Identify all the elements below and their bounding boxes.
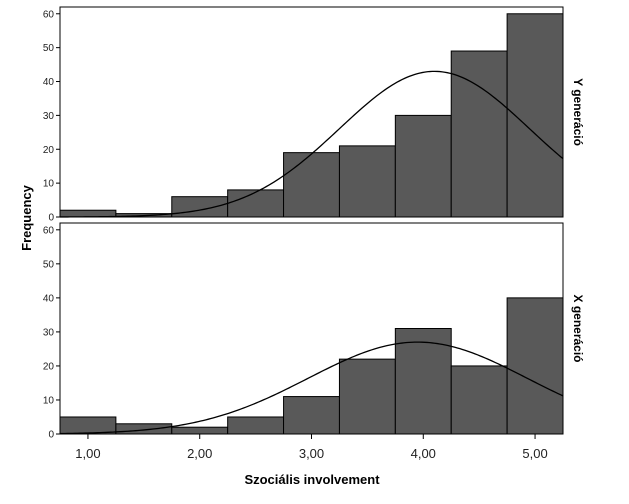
y-tick-label: 50 [43,43,55,54]
panels-layer: 0 10 20 30 40 50 60 Y generáció 0 10 20 30 40 50 60 X g… [43,6,585,441]
y-tick-label: 50 [43,259,55,270]
panel-1: 0 10 20 30 40 50 60 Y generáció [43,6,585,224]
y-tick-label: 10 [43,395,55,406]
x-tick-label: 5,00 [522,446,547,461]
y-tick-label: 40 [43,293,55,304]
y-tick-label: 0 [48,213,54,224]
histogram-bar [115,423,173,435]
histogram-bar [283,152,340,218]
y-axis-title: Frequency [19,184,34,251]
normal-curve [59,341,564,435]
x-axis-title: Szociális involvement [244,472,380,487]
x-tick-label: 1,00 [75,446,100,461]
panel-label: X generáció [571,294,585,362]
histogram-bar [59,416,117,435]
y-tick-label: 40 [43,77,55,88]
y-tick-label: 60 [43,9,55,20]
histogram-bar [506,297,564,435]
normal-curve [59,70,564,218]
histogram-bar [171,196,229,218]
histogram-bar [450,50,508,218]
histogram-bar [338,145,396,218]
x-tick-label: 3,00 [299,446,324,461]
y-tick-label: 30 [43,327,55,338]
x-tick-label: 4,00 [411,446,436,461]
y-tick-label: 0 [48,430,54,441]
x-axis: 1,00 2,00 3,00 4,00 5,00 [75,434,548,461]
histogram-bar [171,426,229,435]
histogram-bar [450,365,508,435]
y-tick-label: 20 [43,361,55,372]
plot-frame [59,6,564,218]
y-tick-label: 60 [43,225,55,236]
histogram-bar [506,13,564,218]
y-tick-label: 10 [43,179,55,190]
histogram-bar [227,189,285,218]
histogram-bar [338,358,396,435]
histogram-bar [394,114,452,218]
histogram-bar [394,328,452,435]
y-tick-label: 30 [43,111,55,122]
y-tick-label: 20 [43,145,55,156]
x-tick-label: 2,00 [187,446,212,461]
panel-2: 0 10 20 30 40 50 60 X generáció [43,222,585,441]
histogram-bar [283,396,340,435]
histogram-bar [227,416,285,435]
panel-label: Y generáció [571,78,585,146]
